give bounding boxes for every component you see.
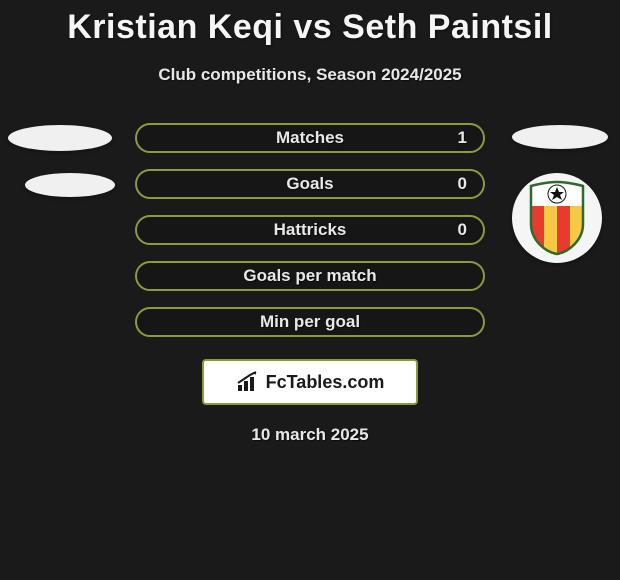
stat-row-matches: Matches 1: [135, 123, 485, 153]
stat-row-min-per-goal: Min per goal: [135, 307, 485, 337]
player-left-placeholder-1: [8, 125, 112, 151]
stat-label: Goals: [286, 174, 333, 194]
player-left-placeholder-2: [25, 173, 115, 197]
club-badge-circle: [512, 173, 602, 263]
stat-label: Hattricks: [274, 220, 347, 240]
comparison-card: Kristian Keqi vs Seth Paintsil Club comp…: [0, 0, 620, 445]
stat-label: Goals per match: [243, 266, 376, 286]
bar-chart-icon: [236, 371, 260, 393]
stat-value-right: 0: [458, 174, 467, 194]
stat-value-right: 0: [458, 220, 467, 240]
stat-value-right: 1: [458, 128, 467, 148]
stat-row-goals: Goals 0: [135, 169, 485, 199]
stat-label: Matches: [276, 128, 344, 148]
stat-row-goals-per-match: Goals per match: [135, 261, 485, 291]
stat-label: Min per goal: [260, 312, 360, 332]
logo-text: FcTables.com: [266, 372, 385, 393]
date-label: 10 march 2025: [0, 425, 620, 445]
stat-row-hattricks: Hattricks 0: [135, 215, 485, 245]
subtitle: Club competitions, Season 2024/2025: [0, 65, 620, 85]
page-title: Kristian Keqi vs Seth Paintsil: [0, 8, 620, 47]
stat-rows: Matches 1 Goals 0 Hattricks 0 Goals per …: [135, 123, 485, 337]
player-right-placeholder-1: [512, 125, 608, 149]
stats-area: Matches 1 Goals 0 Hattricks 0 Goals per …: [0, 123, 620, 337]
logo-box[interactable]: FcTables.com: [202, 359, 418, 405]
club-badge-icon: [525, 180, 589, 256]
